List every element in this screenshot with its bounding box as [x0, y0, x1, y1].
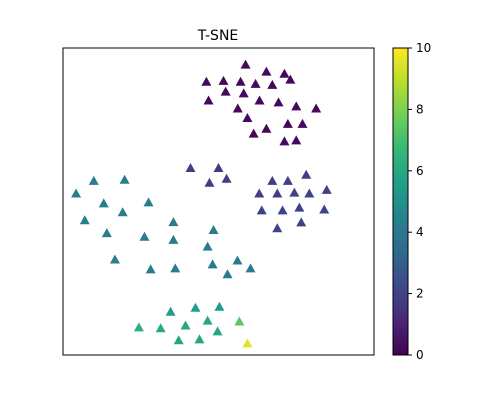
scatter-point: [235, 76, 246, 86]
scatter-point: [254, 188, 265, 198]
colorbar-tick-label: 0: [416, 348, 424, 362]
scatter-point: [143, 197, 154, 207]
colorbar-tick-label: 10: [416, 41, 431, 55]
scatter-point: [221, 173, 232, 183]
scatter-point: [232, 255, 243, 265]
scatter-point: [173, 335, 184, 345]
scatter-point: [213, 163, 224, 173]
scatter-point: [297, 118, 308, 128]
scatter-point: [272, 188, 283, 198]
scatter-point: [234, 316, 245, 326]
scatter-point: [207, 259, 218, 269]
colorbar-tick-label: 2: [416, 287, 424, 301]
colorbar-ticks: 0 2 4 6 8 10: [408, 41, 431, 362]
scatter-point: [168, 234, 179, 244]
scatter-point: [170, 263, 181, 273]
scatter-point: [204, 177, 215, 187]
scatter-point: [119, 174, 130, 184]
scatter-point: [190, 302, 201, 312]
scatter-point: [296, 217, 307, 227]
scatter-point: [279, 68, 290, 78]
scatter-point: [289, 187, 300, 197]
scatter-point: [261, 123, 272, 133]
scatter-point: [294, 202, 305, 212]
scatter-point: [71, 188, 82, 198]
scatter-point: [180, 320, 191, 330]
scatter-point: [203, 95, 214, 105]
scatter-point: [194, 334, 205, 344]
chart-title: T-SNE: [197, 28, 239, 44]
scatter-point: [279, 136, 290, 146]
scatter-point: [285, 74, 296, 84]
scatter-point: [218, 75, 229, 85]
colorbar-tick-label: 8: [416, 102, 424, 116]
scatter-point: [321, 184, 332, 194]
scatter-point: [101, 228, 112, 238]
scatter-point: [291, 135, 302, 145]
scatter-point: [240, 59, 251, 69]
scatter-point: [139, 231, 150, 241]
scatter-point: [277, 205, 288, 215]
scatter-point: [256, 205, 267, 215]
scatter-point: [273, 97, 284, 107]
scatter-point: [208, 225, 219, 235]
scatter-point: [185, 163, 196, 173]
scatter-point: [304, 188, 315, 198]
scatter-point: [242, 338, 253, 348]
plot-area: [62, 47, 375, 356]
scatter-point: [319, 204, 330, 214]
scatter-point: [201, 76, 212, 86]
scatter-point: [214, 301, 225, 311]
scatter-point: [311, 103, 322, 113]
scatter-point: [267, 175, 278, 185]
scatter-point: [117, 207, 128, 217]
scatter-point: [168, 217, 179, 227]
scatter-point: [109, 254, 120, 264]
scatter-point: [88, 175, 99, 185]
scatter-point: [202, 241, 213, 251]
scatter-point: [250, 78, 261, 88]
scatter-point: [155, 323, 166, 333]
scatter-point: [267, 79, 278, 89]
scatter-point: [98, 198, 109, 208]
scatter-point: [242, 112, 253, 122]
scatter-point: [212, 326, 223, 336]
scatter-point: [220, 86, 231, 96]
scatter-point: [291, 101, 302, 111]
scatter-point: [222, 269, 233, 279]
scatter-point: [245, 263, 256, 273]
scatter-point: [282, 175, 293, 185]
scatter-point: [248, 128, 259, 138]
scatter-point: [261, 66, 272, 76]
scatter-points: [71, 59, 332, 348]
colorbar-tick-label: 6: [416, 164, 424, 178]
scatter-point: [272, 223, 283, 233]
scatter-point: [133, 322, 144, 332]
scatter-point: [238, 88, 249, 98]
scatter-point: [145, 264, 156, 274]
colorbar: 0 2 4 6 8 10: [392, 41, 431, 362]
scatter-point: [282, 118, 293, 128]
colorbar-gradient: [392, 47, 409, 356]
scatter-point: [254, 95, 265, 105]
scatter-point: [165, 306, 176, 316]
scatter-point: [232, 103, 243, 113]
scatter-point: [301, 169, 312, 179]
scatter-point: [202, 315, 213, 325]
colorbar-tick-label: 4: [416, 225, 424, 239]
scatter-point: [79, 215, 90, 225]
